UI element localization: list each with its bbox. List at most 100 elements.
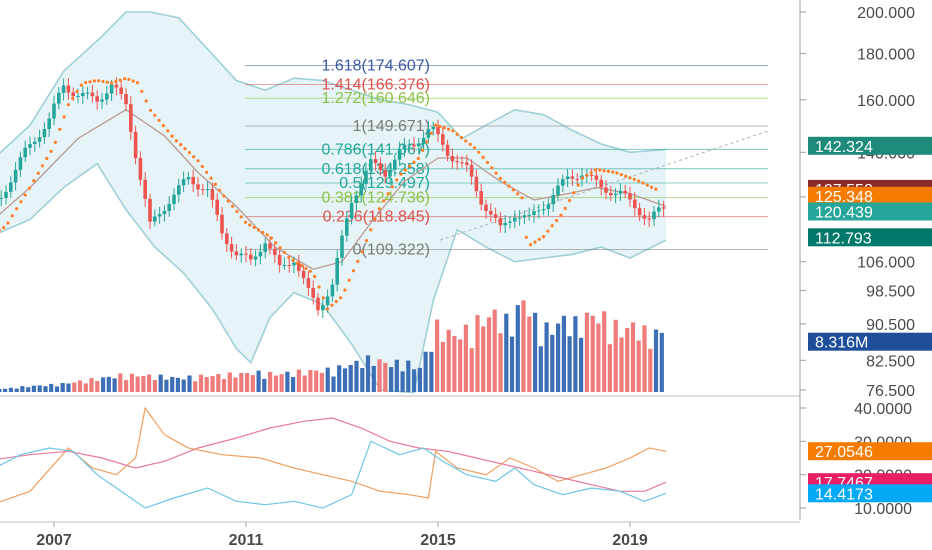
parabolic-sar-dot (386, 192, 390, 196)
volume-bar (412, 369, 417, 392)
price-tag-text: 125.348 (815, 189, 873, 206)
parabolic-sar-dot (459, 136, 464, 140)
volume-bar (250, 375, 255, 392)
volume-bar (400, 371, 405, 392)
parabolic-sar-dot (248, 223, 252, 227)
candle-body (215, 199, 219, 215)
candle-body (301, 271, 306, 279)
candle-body (273, 248, 277, 255)
candle-body (13, 169, 18, 183)
candle-body (268, 243, 272, 249)
time-tick-label: 2015 (420, 532, 456, 549)
price-tag-box (808, 484, 932, 503)
price-tick-label: 90.500 (866, 317, 915, 334)
candle-body (349, 203, 354, 219)
parabolic-sar-dot (334, 299, 338, 304)
candle-body (402, 144, 407, 149)
candle-body (181, 179, 186, 186)
candle-body (244, 253, 248, 255)
parabolic-sar-dot (637, 179, 641, 183)
price-tag-text: 14.4173 (815, 486, 873, 503)
parabolic-sar-dot (356, 259, 360, 263)
volume-bar (319, 372, 324, 392)
parabolic-sar-dot (326, 307, 330, 311)
price-pane: 1.618(174.607) 1.414(166.376)1.272(160.64… (0, 11, 771, 394)
parabolic-sar-dot (27, 186, 32, 190)
volume-bar (31, 385, 36, 392)
parabolic-sar-dot (243, 220, 248, 224)
parabolic-sar-dot (15, 207, 19, 211)
price-tag: 142.324 (808, 136, 932, 156)
candle-body (556, 185, 560, 196)
fib-level-label: 1.414(166.376) (321, 76, 430, 93)
parabolic-sar-dot (421, 148, 425, 152)
volume-bar (630, 322, 636, 392)
parabolic-sar-dot (628, 176, 632, 180)
volume-bar (458, 339, 463, 392)
price-tick-label: 160.000 (857, 93, 915, 110)
parabolic-sar-dot (187, 151, 191, 155)
price-tag-text: 142.324 (815, 139, 873, 156)
volume-bar (596, 323, 601, 392)
parabolic-sar-dot (468, 142, 472, 146)
parabolic-sar-dot (624, 174, 628, 178)
parabolic-sar-dot (516, 192, 520, 196)
volume-bar (584, 312, 589, 392)
parabolic-sar-dot (157, 118, 161, 122)
parabolic-sar-dot (321, 296, 325, 300)
volume-bar (435, 319, 440, 392)
parabolic-sar-dot (399, 172, 403, 176)
candle-body (388, 169, 392, 177)
volume-bar (377, 359, 382, 392)
price-tag-text: 27.0546 (815, 444, 873, 461)
price-tick-label: 76.500 (866, 383, 915, 400)
candle-body (57, 92, 61, 104)
candle-body (551, 195, 555, 205)
parabolic-sar-dot (546, 229, 550, 233)
volume-bar (515, 305, 520, 392)
candle-body (455, 161, 459, 163)
parabolic-sar-dot (19, 200, 23, 204)
candle-body (263, 243, 267, 252)
volume-bar (193, 381, 198, 392)
volume-bar (181, 379, 186, 392)
volume-bar (308, 370, 313, 392)
parabolic-sar-dot (213, 182, 217, 186)
volume-bar (210, 376, 215, 392)
volume-bar (573, 316, 578, 392)
candle-body (412, 144, 416, 147)
parabolic-sar-dot (66, 103, 70, 107)
volume-bar (446, 329, 451, 392)
volume-bar (423, 351, 428, 392)
oscillator-tick-label: 40.0000 (854, 401, 912, 418)
candle-body (172, 194, 176, 204)
volume-bar (579, 337, 584, 392)
parabolic-sar-dot (533, 240, 537, 244)
candle-body (133, 131, 138, 159)
candle-body (253, 256, 258, 260)
parabolic-sar-dot (222, 194, 226, 198)
candle-body (604, 187, 608, 193)
trend-line (439, 129, 771, 241)
parabolic-sar-dot (274, 241, 278, 245)
volume-bar (659, 332, 664, 392)
time-tick-label: 2007 (36, 532, 72, 549)
parabolic-sar-dot (105, 80, 109, 84)
parabolic-sar-dot (135, 81, 140, 85)
candle-body (234, 251, 239, 256)
parabolic-sar-dot (6, 221, 10, 225)
volume-bar (54, 386, 60, 392)
candle-body (589, 175, 594, 176)
parabolic-sar-dot (101, 79, 105, 84)
volume-bar (198, 374, 204, 392)
parabolic-sar-dot (161, 124, 165, 128)
parabolic-sar-dot (615, 171, 619, 175)
parabolic-sar-dot (589, 171, 593, 175)
candle-body (306, 278, 311, 288)
price-tick-label: 180.000 (857, 46, 915, 63)
candle-body (359, 183, 363, 196)
parabolic-sar-dot (218, 188, 222, 192)
volume-bar (147, 374, 152, 392)
parabolic-sar-dot (148, 108, 153, 112)
parabolic-sar-dot (49, 149, 53, 153)
